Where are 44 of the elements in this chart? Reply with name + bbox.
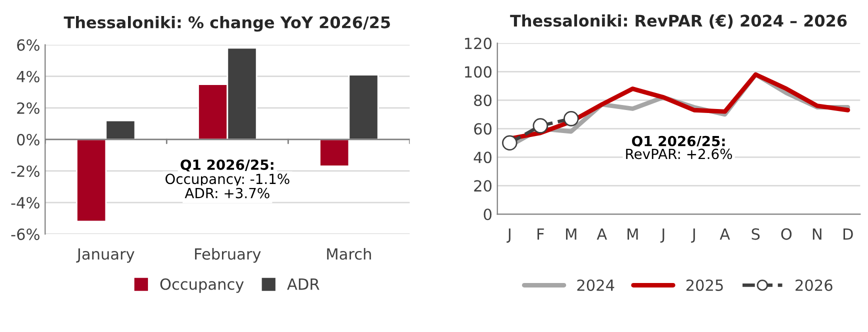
x-tick-label: S [752,228,760,240]
y-tick-label: -2% [11,165,40,177]
annotation: Q1 2026/25: [632,136,725,148]
annotation: Occupancy: -1.1% [166,174,290,187]
y-tick-label: 100 [465,66,492,78]
legend-label: 2024 [577,279,614,292]
chart-title: Thessaloniki: RevPAR (€) 2024 – 2026 [510,14,847,29]
x-tick-label: N [812,228,822,240]
x-tick-label: J [691,228,695,243]
annotation: Q1 2026/25: [180,159,274,172]
legend-label: 2025 [686,279,723,292]
y-tick-label: 0 [484,208,492,220]
y-tick-label: -4% [11,196,40,209]
y-tick-label: 0% [17,134,40,146]
y-tick-label: 2% [17,102,40,114]
annotation: ADR: +3.7% [184,188,270,198]
x-tick-label: A [720,228,730,240]
x-tick-label: D [844,228,853,240]
x-tick-label: J [506,228,510,243]
y-tick-label: -6% [11,228,40,240]
y-tick-label: 80 [474,94,492,106]
x-tick-label: M [628,228,638,240]
point [532,118,548,134]
y-tick-label: 40 [474,152,492,164]
y-tick-label: 20 [474,180,492,192]
y-tick-label: 4% [16,70,40,82]
legend-label: 2026 [796,279,832,292]
legend-label: ADR [287,278,320,290]
y-tick-label: 60 [474,123,492,135]
x-tick-label: February [195,248,261,263]
x-tick-label: O [781,228,792,240]
y-tick-label: 120 [465,38,492,50]
point [564,111,579,126]
legend-label: Occupancy [160,278,244,293]
y-tick-label: 6% [17,39,40,51]
x-tick-label: F [538,228,544,240]
x-tick-label: A [596,228,608,240]
x-tick-label: January [76,248,134,263]
annotation: RevPAR: +2.6% [626,148,732,160]
chart-title: Thessaloniki: % change YoY 2026/25 [64,16,390,32]
x-tick-label: M [566,228,576,240]
point [502,135,518,151]
x-tick-label: J [660,228,664,243]
x-tick-label: March [327,248,371,260]
